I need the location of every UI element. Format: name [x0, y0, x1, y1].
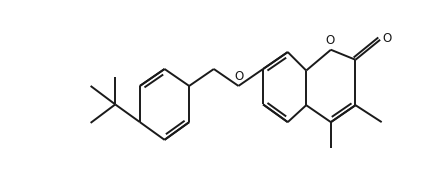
Text: O: O	[325, 34, 335, 47]
Text: O: O	[235, 70, 244, 83]
Text: O: O	[382, 32, 392, 45]
